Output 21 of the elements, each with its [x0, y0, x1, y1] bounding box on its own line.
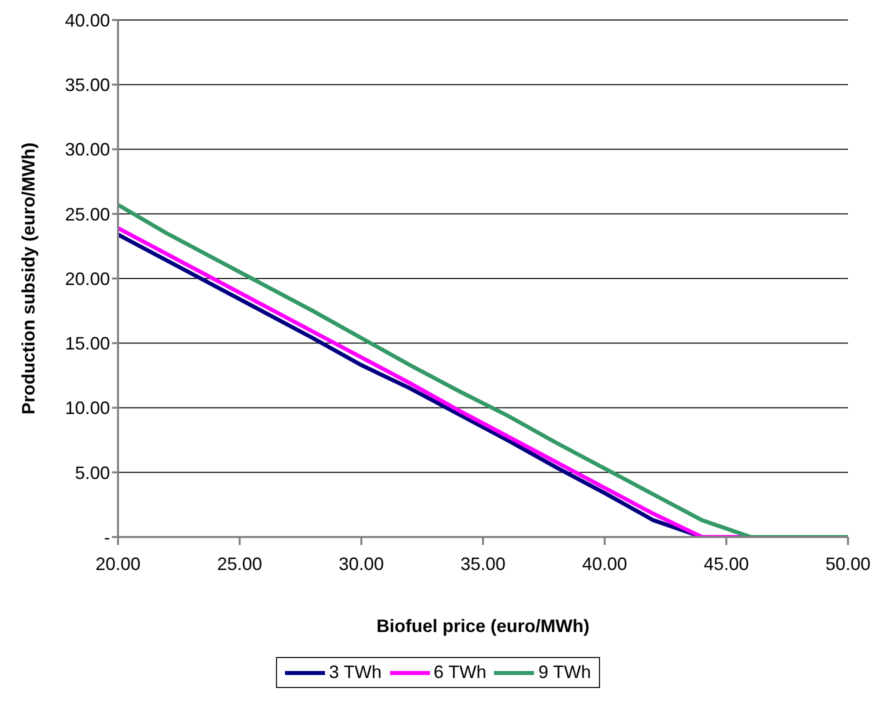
x-tick-label: 30.00 — [338, 554, 384, 574]
y-tick-label: 20.00 — [64, 268, 110, 289]
y-tick-label: 35.00 — [64, 75, 110, 96]
legend-label: 6 TWh — [434, 662, 486, 683]
y-tick-label: - — [104, 527, 110, 548]
x-tick-label: 20.00 — [95, 554, 141, 574]
y-tick-label: 25.00 — [64, 204, 110, 224]
legend-label: 3 TWh — [328, 662, 382, 683]
y-tick-label: 5.00 — [74, 462, 110, 483]
legend-label: 9 TWh — [538, 662, 592, 683]
x-axis-title: Biofuel price (euro/MWh) — [376, 616, 590, 636]
x-tick-label: 40.00 — [582, 554, 628, 574]
y-tick-label: 30.00 — [64, 140, 110, 160]
x-tick-label: 50.00 — [825, 554, 871, 574]
x-tick-label: 45.00 — [704, 554, 749, 574]
y-tick-label: 10.00 — [64, 398, 110, 418]
x-tick-label: 25.00 — [217, 554, 262, 574]
y-axis-title: Production subsidy (euro/MWh) — [18, 142, 38, 414]
x-tick-label: 35.00 — [460, 554, 506, 574]
y-tick-label: 15.00 — [64, 334, 110, 354]
y-tick-label: 40.00 — [64, 10, 110, 30]
